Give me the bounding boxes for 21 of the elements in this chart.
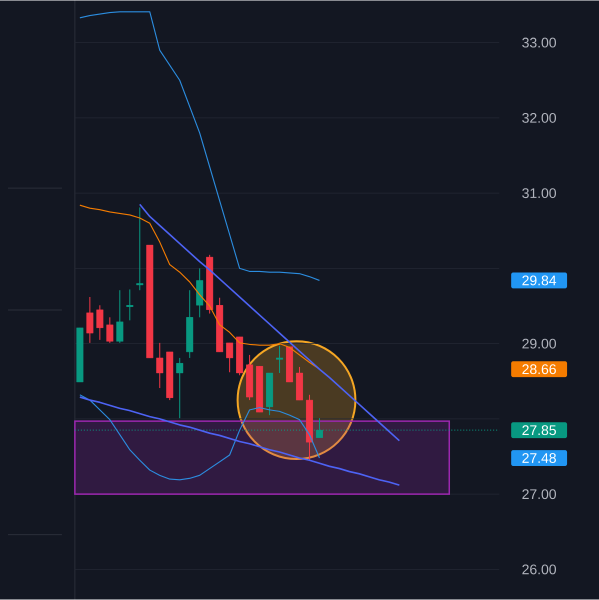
y-tick-label: 29.00 <box>522 338 556 349</box>
candlestick <box>106 316 114 344</box>
candlestick <box>116 290 124 344</box>
text: 27.48 <box>522 453 556 463</box>
line-series <box>79 394 320 480</box>
candlestick <box>156 342 164 389</box>
candlestick <box>226 342 234 373</box>
ref-line-label: 27.85 <box>522 425 556 436</box>
y-tick-label: 32.00 <box>522 112 556 123</box>
y-tick-label: 26.00 <box>522 564 556 574</box>
candlestick <box>276 345 284 374</box>
candlestick <box>86 296 94 344</box>
candlestick <box>126 288 134 321</box>
text: 28.66 <box>522 364 556 374</box>
text: 29.84 <box>522 275 556 286</box>
y-tick-label: 33.00 <box>522 38 556 48</box>
y-tick-label: 27.00 <box>522 489 556 500</box>
candlestick <box>136 206 144 291</box>
candlestick <box>96 304 104 340</box>
candlestick <box>176 357 184 419</box>
y-tick-label: 31.00 <box>522 188 556 198</box>
